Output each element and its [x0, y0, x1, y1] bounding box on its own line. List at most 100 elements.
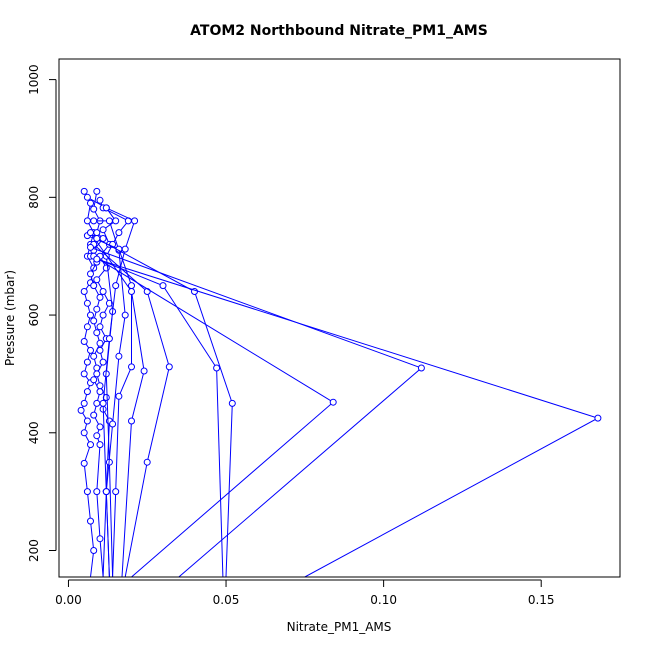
data-point: [93, 187, 101, 195]
data-point: [99, 358, 107, 366]
data-point: [83, 388, 91, 396]
series-layer: [77, 187, 602, 577]
data-point: [83, 488, 91, 496]
data-point: [93, 370, 101, 378]
data-point: [93, 305, 101, 313]
data-point: [228, 399, 236, 407]
data-point: [87, 441, 94, 449]
y-tick-label: 400: [27, 421, 41, 444]
series-line: [93, 255, 335, 577]
data-point: [96, 196, 104, 204]
data-point: [99, 311, 107, 319]
data-point: [83, 217, 91, 225]
series-14: [93, 255, 602, 577]
chart-title: ATOM2 Northbound Nitrate_PM1_AMS: [190, 23, 488, 39]
data-point: [112, 217, 120, 225]
series-line: [96, 238, 233, 577]
data-point: [93, 432, 101, 440]
data-point: [594, 414, 602, 422]
data-point: [80, 187, 88, 195]
data-point: [115, 229, 123, 237]
y-tick-label: 600: [27, 304, 41, 327]
y-axis: 200 400 600 800 1000: [27, 64, 57, 562]
data-point: [93, 329, 101, 337]
data-point: [96, 346, 104, 354]
data-point: [131, 217, 139, 225]
data-point: [90, 317, 98, 325]
series-line: [90, 255, 224, 577]
data-point: [80, 288, 88, 295]
data-point: [80, 429, 88, 437]
data-point: [128, 417, 135, 425]
data-point: [105, 335, 113, 343]
data-point: [83, 193, 91, 201]
data-point: [128, 288, 135, 295]
data-point: [128, 363, 135, 371]
data-point: [90, 411, 98, 419]
data-point: [121, 311, 129, 319]
data-point: [93, 488, 101, 496]
series-line: [102, 207, 136, 577]
data-point: [96, 441, 104, 449]
data-point: [90, 217, 98, 225]
series-line: [96, 258, 600, 577]
data-point: [112, 488, 120, 496]
data-point: [115, 352, 123, 360]
data-point: [87, 243, 94, 251]
data-point: [165, 363, 173, 371]
series-13: [87, 243, 425, 577]
data-point: [112, 282, 120, 290]
data-point: [80, 370, 88, 378]
data-point: [102, 204, 110, 212]
data-point: [77, 406, 85, 414]
data-point: [93, 276, 101, 284]
data-point: [93, 399, 101, 407]
series-2: [87, 187, 107, 577]
data-point: [93, 255, 101, 263]
y-tick-label: 1000: [27, 64, 41, 95]
plot-frame: [58, 58, 621, 578]
data-point: [140, 367, 148, 375]
data-point: [90, 547, 98, 554]
data-point: [102, 488, 110, 496]
x-axis: 0.00 0.05 0.10 0.15: [55, 579, 555, 607]
data-point: [159, 282, 167, 290]
y-axis-label: Pressure (mbar): [3, 270, 17, 366]
data-point: [80, 338, 88, 345]
series-line: [99, 200, 130, 577]
data-point: [90, 205, 98, 213]
data-point: [90, 352, 98, 360]
series-5: [99, 204, 139, 577]
data-point: [121, 245, 129, 253]
series-line: [93, 220, 126, 577]
data-point: [83, 299, 91, 307]
data-point: [96, 293, 104, 301]
data-point: [87, 270, 94, 278]
series-7: [83, 232, 135, 577]
data-point: [80, 459, 88, 467]
series-8: [87, 229, 148, 577]
data-point: [90, 376, 98, 384]
data-point: [87, 346, 94, 354]
data-point: [143, 288, 151, 295]
data-point: [83, 417, 91, 425]
data-point: [87, 229, 94, 237]
data-point: [90, 282, 98, 290]
data-point: [329, 398, 337, 406]
data-point: [417, 364, 425, 372]
x-tick-label: 0.15: [528, 593, 555, 607]
data-point: [115, 392, 123, 400]
data-point: [87, 311, 94, 319]
data-point: [80, 399, 88, 407]
data-point: [105, 299, 113, 307]
data-point: [96, 382, 104, 390]
data-point: [213, 364, 221, 372]
data-point: [99, 226, 107, 234]
data-point: [105, 217, 113, 225]
data-point: [83, 358, 91, 366]
data-point: [93, 235, 101, 242]
data-point: [102, 264, 110, 272]
series-4: [96, 196, 132, 577]
data-point: [99, 399, 107, 407]
